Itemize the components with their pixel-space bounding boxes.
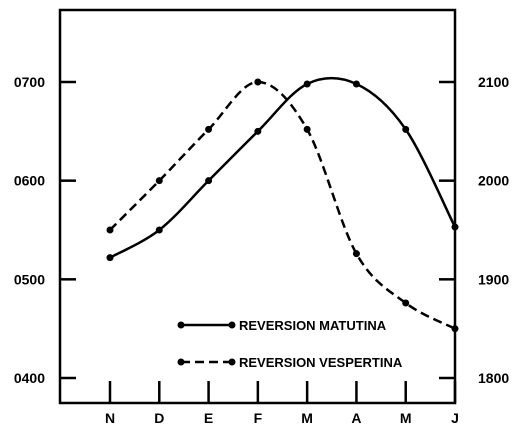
data-point-vespertina xyxy=(402,299,410,307)
data-point-vespertina xyxy=(352,250,360,258)
data-point-matutina xyxy=(106,254,114,262)
data-point-vespertina xyxy=(451,325,459,333)
x-tick-label: D xyxy=(154,410,164,426)
data-point-vespertina xyxy=(303,125,311,133)
left-tick-label: 0700 xyxy=(14,74,45,90)
left-tick-label: 0500 xyxy=(14,271,45,287)
left-axis: 0400 0500 0600 0700 xyxy=(14,74,76,386)
x-tick-label: M xyxy=(301,410,313,426)
x-tick-label: A xyxy=(351,410,361,426)
right-tick-label: 2100 xyxy=(478,74,509,90)
x-tick-label: F xyxy=(254,410,263,426)
data-point-vespertina xyxy=(106,226,114,234)
x-tick-label: N xyxy=(105,410,115,426)
data-point-vespertina xyxy=(205,125,213,133)
data-point-matutina xyxy=(254,127,262,135)
x-tick-label: E xyxy=(204,410,213,426)
x-tick-label: M xyxy=(400,410,412,426)
data-point-matutina xyxy=(155,226,163,234)
legend-marker-matutina xyxy=(228,321,236,329)
plot-frame xyxy=(58,8,457,405)
legend: REVERSION MATUTINA REVERSION VESPERTINA xyxy=(177,318,403,370)
legend-label-vespertina: REVERSION VESPERTINA xyxy=(239,355,403,370)
right-tick-label: 2000 xyxy=(478,173,509,189)
x-tick-label: J xyxy=(451,410,459,426)
data-point-matutina xyxy=(352,80,360,88)
series-layer xyxy=(106,76,459,333)
right-tick-label: 1900 xyxy=(478,271,509,287)
left-tick-label: 0400 xyxy=(14,370,45,386)
series-line-vespertina xyxy=(109,80,456,330)
data-point-matutina xyxy=(451,223,459,231)
data-point-matutina xyxy=(303,80,311,88)
legend-label-matutina: REVERSION MATUTINA xyxy=(239,318,387,333)
legend-marker-matutina xyxy=(177,321,185,329)
legend-marker-vespertina xyxy=(177,358,185,366)
legend-marker-vespertina xyxy=(228,358,236,366)
data-point-vespertina xyxy=(254,78,262,86)
right-tick-label: 1800 xyxy=(478,370,509,386)
left-tick-label: 0600 xyxy=(14,173,45,189)
data-point-matutina xyxy=(402,125,410,133)
data-point-vespertina xyxy=(155,177,163,185)
data-point-matutina xyxy=(205,177,213,185)
right-axis: 1800 1900 2000 2100 xyxy=(439,74,509,386)
